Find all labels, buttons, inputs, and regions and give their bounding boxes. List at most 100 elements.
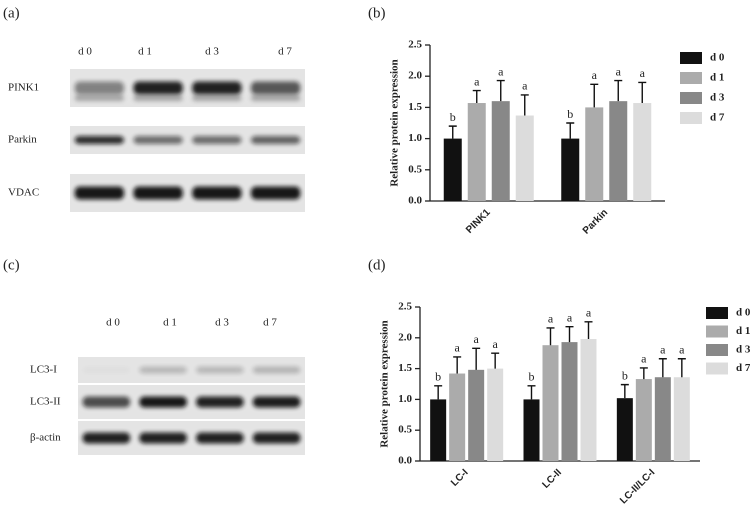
legend-label: d 3 xyxy=(736,344,750,356)
error-bar xyxy=(448,125,457,139)
bar xyxy=(561,138,580,201)
y-tick-label: 0.0 xyxy=(398,455,412,467)
band xyxy=(250,136,301,144)
band xyxy=(74,81,125,95)
band xyxy=(82,432,131,444)
lane-label: d 0 xyxy=(106,317,120,329)
band xyxy=(83,367,131,374)
band xyxy=(196,396,244,408)
band xyxy=(139,366,187,374)
row-label: LC3-I xyxy=(30,364,57,376)
significance-label: a xyxy=(641,352,647,366)
panel-label: (b) xyxy=(368,5,386,21)
lane-label: d 7 xyxy=(278,46,292,58)
y-tick-label: 1.0 xyxy=(408,132,422,144)
legend-swatch xyxy=(706,362,728,375)
band xyxy=(139,432,187,444)
bar xyxy=(580,339,597,461)
legend-label: d 0 xyxy=(736,307,750,319)
band xyxy=(196,366,244,374)
error-bar xyxy=(677,358,686,378)
error-bar xyxy=(527,385,536,400)
bar xyxy=(561,342,578,461)
x-tick-label: LC-I xyxy=(449,467,471,489)
band xyxy=(133,95,183,101)
band xyxy=(133,136,183,144)
significance-label: a xyxy=(679,342,685,356)
legend-label: d 1 xyxy=(736,325,750,337)
band xyxy=(252,432,301,444)
error-bar xyxy=(614,79,623,102)
y-tick-label: 2.0 xyxy=(408,70,422,82)
bar xyxy=(491,101,510,201)
significance-label: b xyxy=(567,107,573,121)
legend-swatch xyxy=(706,344,728,356)
bar xyxy=(609,101,628,201)
band xyxy=(74,95,125,101)
significance-label: a xyxy=(640,66,646,80)
error-bar xyxy=(472,89,481,104)
bar xyxy=(515,115,534,201)
band xyxy=(192,186,242,200)
error-bar xyxy=(472,347,481,370)
legend-swatch xyxy=(680,52,702,64)
y-tick-label: 0.0 xyxy=(408,195,422,207)
band xyxy=(250,186,301,200)
error-bar xyxy=(620,383,629,399)
legend-label: d 0 xyxy=(710,52,725,64)
error-bar xyxy=(638,81,647,104)
row-label: LC3-II xyxy=(30,396,61,408)
error-bar xyxy=(584,321,593,340)
band xyxy=(139,396,187,408)
legend-swatch xyxy=(680,72,702,84)
error-bar xyxy=(491,352,500,369)
y-tick-label: 0.5 xyxy=(398,424,412,436)
bar xyxy=(585,107,604,201)
band xyxy=(252,396,301,408)
panel-label: (d) xyxy=(368,257,386,273)
legend-swatch xyxy=(706,325,728,338)
error-bar xyxy=(565,326,574,343)
lane-label: d 0 xyxy=(78,46,92,58)
bar xyxy=(523,399,540,461)
significance-label: a xyxy=(548,312,554,326)
significance-label: a xyxy=(616,64,622,78)
significance-label: a xyxy=(474,332,480,346)
bar xyxy=(635,379,652,461)
error-bar xyxy=(566,122,575,139)
significance-label: a xyxy=(592,68,598,82)
x-tick-label: PINK1 xyxy=(464,207,493,236)
error-bar xyxy=(590,83,599,108)
y-tick-label: 2.0 xyxy=(398,331,412,343)
significance-label: b xyxy=(435,370,441,384)
error-bar xyxy=(520,94,529,116)
y-tick-label: 2.5 xyxy=(398,301,412,313)
x-tick-label: Parkin xyxy=(581,207,610,236)
y-axis-label: Relative protein expression xyxy=(389,59,401,186)
band xyxy=(133,81,183,95)
significance-label: a xyxy=(498,64,504,78)
band xyxy=(250,81,301,95)
bar xyxy=(542,345,559,461)
legend-label: d 3 xyxy=(710,92,725,104)
band xyxy=(196,432,244,444)
bar xyxy=(616,398,633,461)
panel-label: (a) xyxy=(3,5,20,21)
bar xyxy=(443,138,462,201)
bar xyxy=(468,369,485,461)
error-bar xyxy=(639,367,648,380)
significance-label: a xyxy=(660,342,666,356)
lane-label: d 3 xyxy=(205,46,219,58)
y-tick-label: 1.5 xyxy=(408,101,422,113)
significance-label: a xyxy=(586,306,592,320)
significance-label: a xyxy=(455,341,461,355)
lane-label: d 1 xyxy=(138,46,152,58)
significance-label: a xyxy=(474,74,480,88)
lane-label: d 7 xyxy=(263,317,277,329)
row-label: VDAC xyxy=(8,187,39,199)
y-tick-label: 1.0 xyxy=(398,393,412,405)
bar xyxy=(430,399,447,461)
legend-label: d 1 xyxy=(710,72,724,84)
band xyxy=(74,136,125,144)
